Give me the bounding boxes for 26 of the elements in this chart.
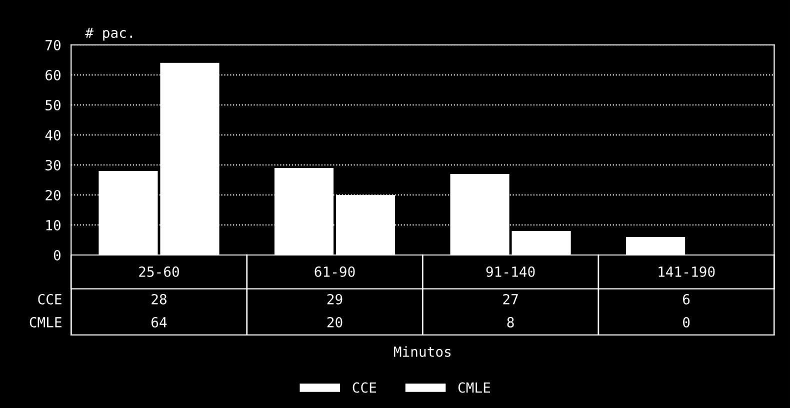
y-tick-label: 10 (46, 220, 60, 230)
data-label: 29 (327, 294, 342, 304)
y-tick-label: 60 (46, 70, 60, 80)
data-label: 28 (152, 294, 166, 304)
data-label: 0 (683, 317, 690, 328)
y-tick-label: 30 (46, 160, 60, 170)
x-tick-label: 91-140 (486, 266, 535, 277)
data-label: 8 (507, 317, 514, 328)
x-tick-label: 141-190 (658, 266, 715, 277)
text: CCE (38, 294, 62, 304)
y-tick-label: 20 (46, 190, 60, 200)
x-tick-label: 61-90 (314, 266, 355, 277)
x-axis-title: Minutos (394, 346, 451, 357)
data-label: 6 (683, 294, 690, 304)
y-tick-label: 50 (46, 100, 60, 110)
data-label: 20 (327, 317, 342, 328)
y-tick-label: 70 (46, 40, 60, 50)
x-tick-label: 25-60 (139, 266, 179, 277)
data-label: 64 (152, 317, 167, 328)
data-label: 27 (503, 294, 518, 304)
y-axis-title: # pac. (85, 28, 132, 41)
legend-label: CCE (352, 382, 376, 393)
text: CMLE (30, 317, 62, 328)
y-tick-label: 40 (45, 130, 60, 140)
legend-label: CMLE (458, 382, 490, 393)
y-tick-label: 0 (54, 250, 60, 261)
